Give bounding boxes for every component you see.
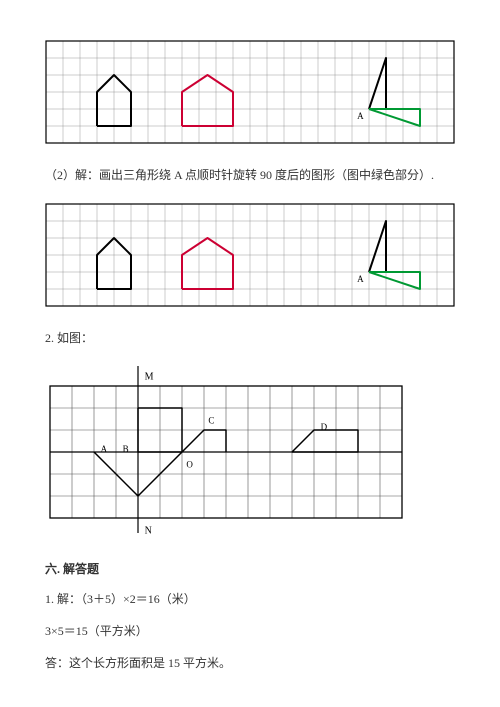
svg-text:D: D [321, 422, 328, 432]
answer-1-line3: 答：这个长方形面积是 15 平方米。 [45, 653, 455, 675]
svg-text:B: B [123, 444, 129, 454]
figure-grid-1: A [45, 40, 455, 148]
figure-grid-2: A [45, 203, 455, 311]
svg-text:O: O [186, 460, 193, 470]
svg-text:M: M [145, 372, 154, 383]
svg-text:N: N [145, 526, 152, 537]
svg-text:A: A [101, 444, 108, 454]
svg-text:A: A [357, 274, 364, 284]
problem-2-label: 2. 如图： [45, 329, 455, 348]
answer-1-line2: 3×5＝15（平方米） [45, 621, 455, 643]
section-6-title: 六. 解答题 [45, 560, 455, 577]
figure-grid-3: M N O A B C D [35, 366, 455, 542]
svg-text:C: C [208, 416, 214, 426]
svg-text:A: A [357, 111, 364, 121]
answer-1-line1: 1. 解：（3＋5）×2＝16（米） [45, 589, 455, 611]
solution-text-2: （2）解：画出三角形绕 A 点顺时针旋转 90 度后的图形（图中绿色部分）. [45, 166, 455, 185]
